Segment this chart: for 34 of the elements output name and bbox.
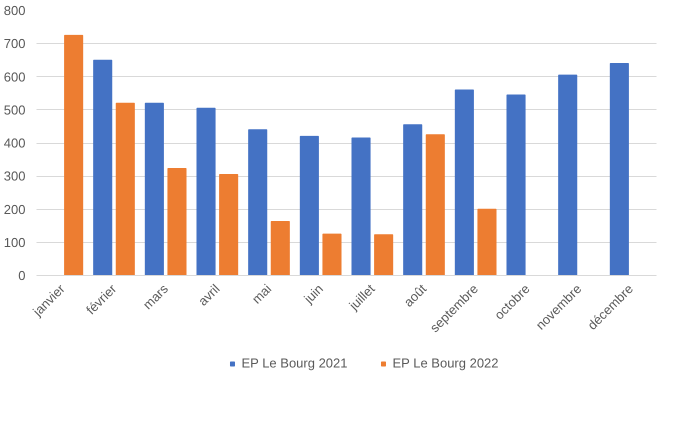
y-tick-label: 700 — [4, 36, 26, 52]
y-tick-label: 0 — [18, 268, 26, 283]
y-tick-label: 800 — [4, 3, 26, 18]
bar — [426, 134, 445, 276]
bar — [64, 34, 84, 276]
y-tick-label: 300 — [4, 168, 26, 184]
legend-label: EP Le Bourg 2022 — [392, 356, 499, 370]
y-tick-label: 200 — [4, 202, 26, 217]
bar — [403, 124, 422, 276]
bar — [322, 234, 342, 276]
bar — [248, 129, 268, 276]
y-tick-label: 500 — [4, 102, 26, 118]
y-tick-label: 400 — [4, 136, 26, 150]
bar — [374, 234, 394, 276]
bar — [477, 208, 497, 276]
legend-label: EP Le Bourg 2021 — [241, 356, 348, 370]
bar — [93, 60, 112, 276]
bar — [116, 102, 135, 276]
bar — [454, 90, 474, 276]
x-tick-label: juin — [300, 281, 326, 307]
bar — [300, 136, 319, 276]
bar — [351, 138, 371, 276]
bar — [506, 94, 526, 276]
y-tick-label: 100 — [4, 234, 26, 250]
bar — [270, 221, 290, 276]
bar — [610, 63, 629, 276]
x-tick-label: avril — [195, 281, 223, 309]
x-tick-label: mai — [248, 281, 274, 307]
bar — [219, 174, 238, 276]
bar — [144, 102, 164, 276]
bar — [167, 168, 187, 276]
y-tick-label: 600 — [4, 69, 26, 84]
bar — [196, 108, 216, 276]
bar — [558, 74, 578, 276]
